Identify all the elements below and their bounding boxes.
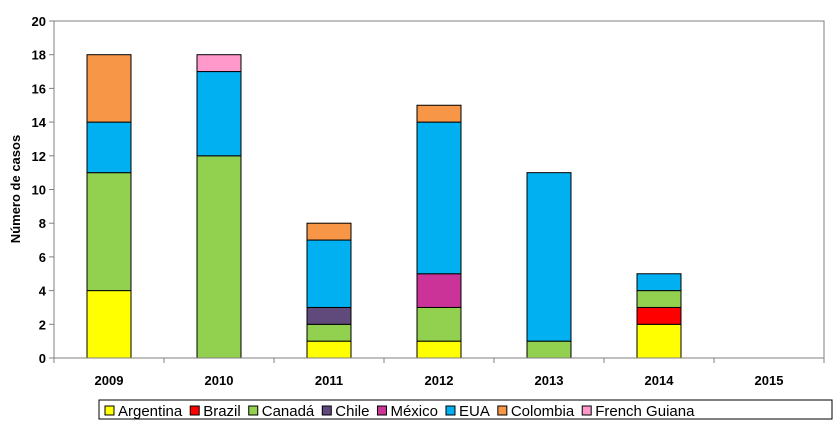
bar-segment — [86, 121, 132, 174]
legend-box — [98, 399, 833, 420]
x-tick-label: 2012 — [425, 373, 454, 388]
bar-segment — [306, 323, 352, 342]
bar-segment — [306, 222, 352, 241]
y-tick-label: 0 — [39, 351, 46, 366]
bar-segment — [416, 306, 462, 342]
x-tick-label: 2010 — [205, 373, 234, 388]
bar-segment — [86, 172, 132, 292]
legend-label: Brazil — [203, 403, 241, 420]
legend-swatch — [321, 405, 332, 416]
legend-label: Canadá — [262, 403, 315, 420]
legend-swatch — [189, 405, 200, 416]
y-axis-title: Número de casos — [8, 135, 23, 243]
x-tick-label: 2013 — [535, 373, 564, 388]
legend-swatch — [445, 405, 456, 416]
bar-segment — [306, 239, 352, 308]
bar-segment — [196, 71, 242, 157]
bar-segment — [526, 340, 572, 359]
legend-swatch — [104, 405, 115, 416]
bar-segment — [196, 155, 242, 359]
bar-segment — [526, 172, 572, 342]
x-tick-label: 2009 — [95, 373, 124, 388]
legend: Argentina Brazil Canadá Chile México EUA Colom… — [98, 399, 833, 420]
y-tick-label: 10 — [32, 183, 46, 198]
bar-segment — [196, 54, 242, 73]
x-tick-label: 2011 — [315, 373, 343, 388]
bar-segment — [416, 121, 462, 275]
y-tick-label: 16 — [32, 81, 46, 96]
legend-label: EUA — [459, 403, 490, 420]
bar-segment — [416, 273, 462, 308]
bar-segment — [636, 290, 682, 308]
bar-segment — [306, 306, 352, 325]
legend-label: Argentina — [118, 403, 183, 420]
bars-layer — [86, 54, 682, 359]
bar-segment — [416, 104, 462, 123]
y-tick-label: 18 — [32, 48, 46, 63]
x-tick-label: 2015 — [755, 373, 784, 388]
bar-segment — [306, 340, 352, 359]
bar-segment — [86, 54, 132, 123]
bar-segment — [86, 290, 132, 359]
y-tick-label: 20 — [32, 14, 46, 29]
legend-swatch — [376, 405, 387, 416]
y-tick-label: 2 — [39, 317, 46, 332]
x-tick-label: 2014 — [645, 373, 675, 388]
bar-segment — [636, 323, 682, 359]
legend-swatch — [248, 405, 259, 416]
bar-segment — [636, 273, 682, 292]
y-tick-label: 14 — [32, 115, 47, 130]
axes-layer: 0 2 4 6 8 10 12 14 16 18 20 2009 2010 2011 2012 2013 201… — [32, 14, 825, 388]
legend-label: French Guiana — [595, 403, 695, 420]
y-tick-label: 6 — [39, 250, 46, 265]
y-tick-label: 4 — [39, 284, 47, 299]
legend-label: Colombia — [511, 403, 575, 420]
legend-swatch — [581, 405, 592, 416]
legend-swatch — [497, 405, 508, 416]
legend-label: Chile — [335, 403, 369, 420]
legend-label: México — [390, 403, 438, 420]
bar-segment — [416, 340, 462, 359]
y-tick-label: 12 — [32, 149, 46, 164]
bar-segment — [636, 306, 682, 325]
y-tick-label: 8 — [39, 216, 46, 231]
